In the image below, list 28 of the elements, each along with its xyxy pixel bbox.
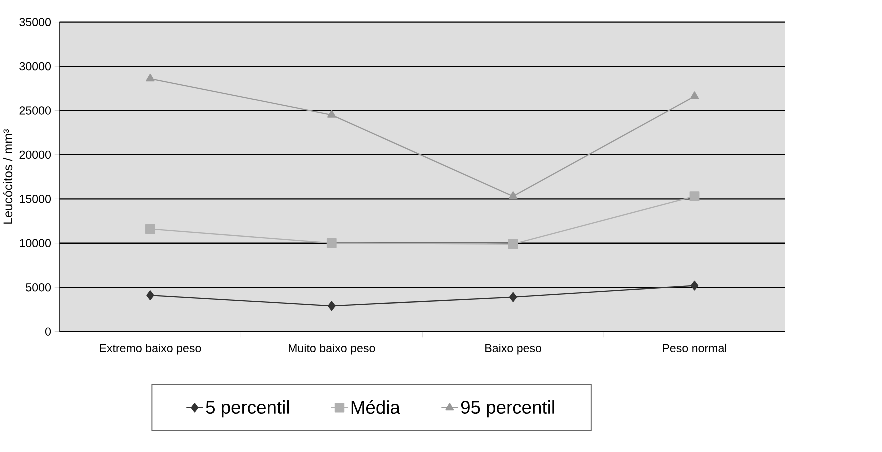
point — [146, 224, 156, 234]
x-tick-label: Muito baixo peso — [289, 344, 376, 355]
y-tick-label: 35000 — [20, 18, 52, 26]
x-tick-label: Extremo baixo peso — [100, 344, 202, 355]
point — [326, 238, 337, 248]
point — [146, 74, 155, 82]
y-axis-title: Leucócitos / mm³ — [3, 129, 13, 224]
legend-label: 95 percentil — [461, 400, 554, 418]
point — [146, 290, 154, 300]
y-tick-label: 15000 — [20, 195, 52, 204]
point — [508, 192, 518, 200]
point — [328, 301, 336, 312]
point — [690, 280, 699, 291]
y-tick-label: 5000 — [26, 283, 52, 292]
y-tick-label: 10000 — [20, 239, 52, 248]
y-tick-label: 20000 — [20, 150, 52, 160]
x-tick-label: Baixo peso — [486, 344, 542, 355]
point — [690, 92, 700, 100]
y-tick-label: 30000 — [20, 62, 52, 71]
y-tick-label: 0 — [45, 328, 52, 336]
legend-label: 5 percentil — [206, 400, 290, 418]
point — [508, 239, 518, 250]
x-tick-label: Peso normal — [663, 344, 727, 352]
y-tick-label: 25000 — [20, 106, 52, 115]
point — [328, 110, 336, 118]
point — [509, 292, 518, 302]
point — [690, 192, 700, 202]
legend-label: Média — [352, 400, 400, 414]
